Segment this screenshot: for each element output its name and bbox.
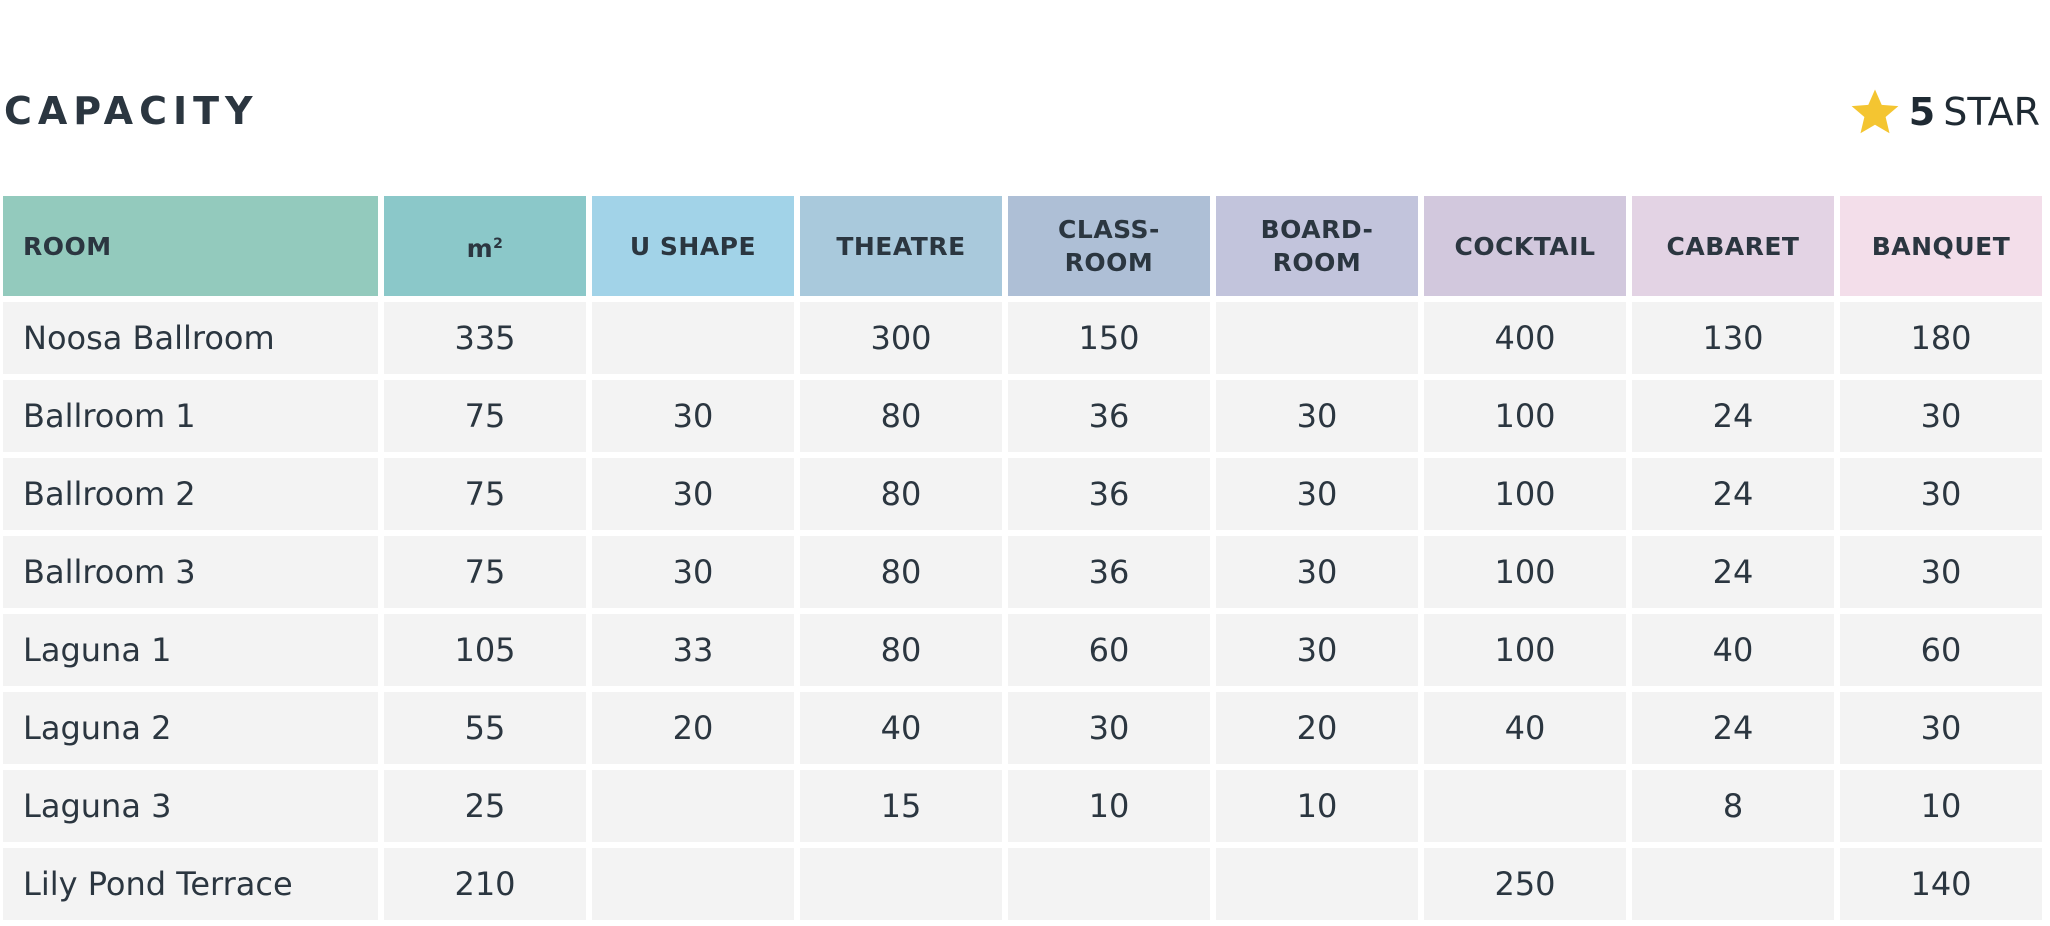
cell-room: Laguna 3: [3, 770, 378, 842]
star-icon: [1851, 89, 1899, 134]
cell-u-shape: [592, 302, 794, 374]
cell-cocktail: [1424, 770, 1626, 842]
cell-cabaret: 24: [1632, 536, 1834, 608]
cell-classroom: 36: [1008, 380, 1210, 452]
cell-classroom: [1008, 848, 1210, 920]
table-header-row: ROOM m2 U SHAPE THEATRE CLASS- ROOM BOARD…: [3, 196, 2042, 296]
page-title: CAPACITY: [4, 89, 259, 133]
cell-area: 75: [384, 458, 586, 530]
cell-banquet: 30: [1840, 380, 2042, 452]
cell-cabaret: 130: [1632, 302, 1834, 374]
cell-area: 210: [384, 848, 586, 920]
cell-banquet: 140: [1840, 848, 2042, 920]
cell-theatre: 80: [800, 536, 1002, 608]
cell-room: Laguna 2: [3, 692, 378, 764]
table-row: Laguna 1 105 33 80 60 30 100 40 60: [3, 614, 2042, 686]
star-rating: 5 STAR: [1849, 84, 2040, 140]
column-header-classroom: CLASS- ROOM: [1008, 196, 1210, 296]
cell-cabaret: [1632, 848, 1834, 920]
cell-classroom: 10: [1008, 770, 1210, 842]
cell-banquet: 60: [1840, 614, 2042, 686]
cell-cabaret: 40: [1632, 614, 1834, 686]
cell-boardroom: 30: [1216, 614, 1418, 686]
cell-theatre: 300: [800, 302, 1002, 374]
cell-cabaret: 24: [1632, 692, 1834, 764]
table-row: Ballroom 3 75 30 80 36 30 100 24 30: [3, 536, 2042, 608]
cell-cabaret: 24: [1632, 458, 1834, 530]
cell-area: 105: [384, 614, 586, 686]
cell-room: Ballroom 1: [3, 380, 378, 452]
cell-room: Noosa Ballroom: [3, 302, 378, 374]
cell-u-shape: 30: [592, 536, 794, 608]
cell-classroom: 36: [1008, 536, 1210, 608]
cell-banquet: 30: [1840, 536, 2042, 608]
cell-classroom: 150: [1008, 302, 1210, 374]
cell-room: Laguna 1: [3, 614, 378, 686]
cell-u-shape: 30: [592, 458, 794, 530]
cell-room: Ballroom 3: [3, 536, 378, 608]
cell-area: 55: [384, 692, 586, 764]
column-header-area: m2: [384, 196, 586, 296]
table-row: Ballroom 2 75 30 80 36 30 100 24 30: [3, 458, 2042, 530]
cell-cocktail: 40: [1424, 692, 1626, 764]
column-header-banquet: BANQUET: [1840, 196, 2042, 296]
cell-area: 335: [384, 302, 586, 374]
cell-room: Lily Pond Terrace: [3, 848, 378, 920]
cell-cocktail: 400: [1424, 302, 1626, 374]
cell-u-shape: [592, 770, 794, 842]
cell-cocktail: 250: [1424, 848, 1626, 920]
column-header-cocktail: COCKTAIL: [1424, 196, 1626, 296]
cell-area: 25: [384, 770, 586, 842]
cell-classroom: 30: [1008, 692, 1210, 764]
cell-u-shape: 20: [592, 692, 794, 764]
column-header-boardroom: BOARD- ROOM: [1216, 196, 1418, 296]
cell-banquet: 180: [1840, 302, 2042, 374]
table-row: Laguna 3 25 15 10 10 8 10: [3, 770, 2042, 842]
cell-room: Ballroom 2: [3, 458, 378, 530]
cell-classroom: 60: [1008, 614, 1210, 686]
table-row: Ballroom 1 75 30 80 36 30 100 24 30: [3, 380, 2042, 452]
cell-boardroom: [1216, 848, 1418, 920]
cell-u-shape: 33: [592, 614, 794, 686]
cell-boardroom: 30: [1216, 458, 1418, 530]
column-header-u-shape: U SHAPE: [592, 196, 794, 296]
cell-cocktail: 100: [1424, 614, 1626, 686]
cell-theatre: 80: [800, 380, 1002, 452]
cell-area: 75: [384, 380, 586, 452]
cell-theatre: [800, 848, 1002, 920]
cell-boardroom: 30: [1216, 536, 1418, 608]
star-rating-label: STAR: [1943, 90, 2040, 134]
cell-cabaret: 24: [1632, 380, 1834, 452]
cell-banquet: 10: [1840, 770, 2042, 842]
cell-cocktail: 100: [1424, 458, 1626, 530]
cell-boardroom: [1216, 302, 1418, 374]
star-rating-number: 5: [1908, 90, 1936, 134]
cell-banquet: 30: [1840, 692, 2042, 764]
cell-cabaret: 8: [1632, 770, 1834, 842]
cell-area: 75: [384, 536, 586, 608]
cell-classroom: 36: [1008, 458, 1210, 530]
cell-theatre: 80: [800, 458, 1002, 530]
column-header-room: ROOM: [3, 196, 378, 296]
cell-boardroom: 20: [1216, 692, 1418, 764]
cell-theatre: 15: [800, 770, 1002, 842]
table-row: Laguna 2 55 20 40 30 20 40 24 30: [3, 692, 2042, 764]
cell-theatre: 40: [800, 692, 1002, 764]
table-row: Noosa Ballroom 335 300 150 400 130 180: [3, 302, 2042, 374]
table-row: Lily Pond Terrace 210 250 140: [3, 848, 2042, 920]
cell-cocktail: 100: [1424, 380, 1626, 452]
column-header-cabaret: CABARET: [1632, 196, 1834, 296]
cell-boardroom: 30: [1216, 380, 1418, 452]
column-header-theatre: THEATRE: [800, 196, 1002, 296]
capacity-table: ROOM m2 U SHAPE THEATRE CLASS- ROOM BOARD…: [0, 190, 2048, 926]
cell-theatre: 80: [800, 614, 1002, 686]
cell-cocktail: 100: [1424, 536, 1626, 608]
cell-u-shape: 30: [592, 380, 794, 452]
cell-banquet: 30: [1840, 458, 2042, 530]
cell-u-shape: [592, 848, 794, 920]
cell-boardroom: 10: [1216, 770, 1418, 842]
